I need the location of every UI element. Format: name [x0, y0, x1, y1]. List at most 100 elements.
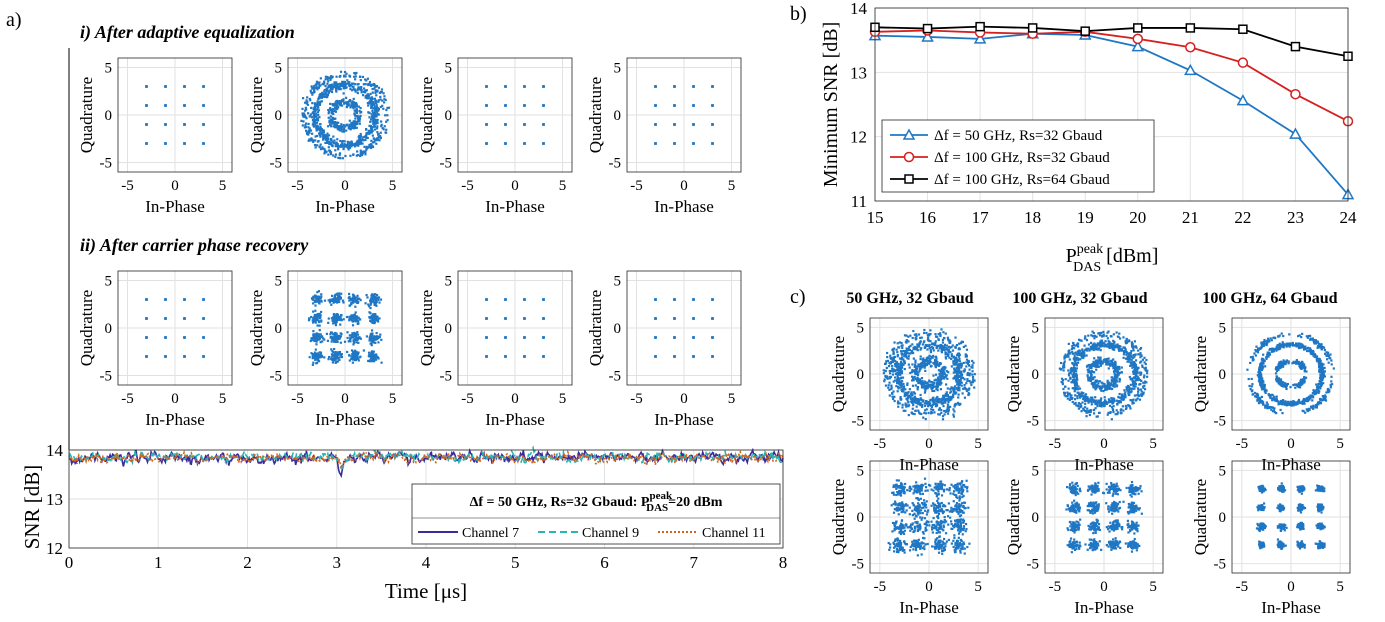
- symbol-sample: [1101, 362, 1104, 365]
- symbol-sample: [954, 369, 957, 372]
- symbol-sample: [315, 295, 318, 299]
- symbol-sample: [1139, 361, 1142, 364]
- symbol-sample: [343, 102, 346, 105]
- symbol-sample: [1286, 382, 1289, 386]
- y-tick-label: 5: [1032, 320, 1040, 336]
- symbol-sample: [1107, 357, 1110, 360]
- symbol-sample: [370, 143, 373, 146]
- symbol-sample: [347, 81, 350, 85]
- symbol-sample: [312, 330, 315, 333]
- symbol-sample: [357, 83, 360, 86]
- symbol-sample: [1108, 386, 1112, 389]
- symbol-sample: [379, 131, 382, 134]
- constellation-points: [1058, 330, 1149, 421]
- symbol-sample: [340, 352, 343, 356]
- symbol-sample: [374, 118, 377, 121]
- symbol-sample: [340, 319, 343, 322]
- symbol-sample: [343, 80, 347, 84]
- symbol-sample: [1112, 342, 1115, 345]
- symbol-sample: [912, 346, 915, 350]
- symbol-sample: [897, 385, 900, 388]
- symbol-sample: [943, 413, 946, 416]
- symbol-sample: [377, 86, 381, 89]
- symbol-sample: [939, 378, 942, 381]
- y-tick-label: -5: [609, 156, 622, 172]
- symbol-sample: [320, 129, 324, 132]
- symbol-sample: [368, 124, 371, 128]
- symbol-sample: [913, 401, 917, 404]
- symbol-sample: [918, 345, 921, 348]
- symbol-sample: [1110, 342, 1113, 346]
- symbol-sample: [338, 350, 342, 354]
- symbol-sample: [1104, 386, 1107, 390]
- symbol-sample: [927, 344, 930, 347]
- symbol-sample: [1115, 331, 1118, 334]
- symbol-sample: [369, 131, 372, 134]
- symbol-point: [654, 317, 657, 320]
- symbol-sample: [331, 102, 334, 106]
- symbol-sample: [1114, 361, 1117, 364]
- symbol-sample: [890, 386, 893, 389]
- symbol-sample: [371, 359, 375, 363]
- symbol-sample: [941, 397, 944, 400]
- y-axis-label: Quadrature: [247, 290, 266, 366]
- symbol-sample: [336, 143, 339, 146]
- symbol-sample: [1109, 382, 1112, 386]
- symbol-point: [654, 355, 657, 358]
- symbol-sample: [304, 101, 307, 104]
- symbol-sample: [1142, 381, 1145, 384]
- symbol-sample: [1096, 415, 1099, 418]
- symbol-sample: [1082, 356, 1085, 360]
- symbol-sample: [351, 333, 354, 336]
- symbol-sample: [1145, 381, 1148, 384]
- symbol-sample: [314, 113, 317, 117]
- symbol-sample: [317, 82, 320, 85]
- symbol-sample: [313, 122, 316, 125]
- symbol-sample: [1260, 358, 1263, 361]
- symbol-sample: [907, 401, 910, 404]
- symbol-sample: [926, 336, 930, 339]
- symbol-sample: [368, 354, 371, 357]
- symbol-sample: [318, 84, 321, 88]
- symbol-sample: [378, 139, 381, 142]
- y-tick-label: -5: [852, 414, 865, 430]
- symbol-sample: [1076, 345, 1080, 348]
- symbol-sample: [326, 96, 329, 99]
- symbol-sample: [305, 108, 308, 111]
- symbol-point: [542, 317, 545, 320]
- symbol-sample: [1125, 353, 1128, 356]
- symbol-sample: [936, 344, 939, 348]
- symbol-sample: [916, 374, 920, 377]
- symbol-sample: [375, 104, 378, 107]
- symbol-sample: [1284, 385, 1287, 389]
- plot-frame: [626, 270, 742, 386]
- symbol-sample: [302, 115, 305, 118]
- symbol-sample: [336, 297, 339, 300]
- symbol-sample: [383, 95, 386, 98]
- symbol-sample: [1270, 408, 1273, 411]
- symbol-sample: [326, 78, 329, 81]
- symbol-sample: [1133, 394, 1137, 397]
- symbol-sample: [370, 342, 373, 345]
- symbol-sample: [312, 87, 315, 90]
- x-tick-label: -5: [1049, 436, 1062, 452]
- symbol-sample: [361, 142, 364, 145]
- symbol-sample: [361, 75, 365, 79]
- symbol-sample: [333, 338, 336, 341]
- symbol-sample: [1260, 379, 1263, 382]
- symbol-sample: [373, 138, 376, 141]
- symbol-sample: [1090, 372, 1093, 375]
- symbol-sample: [923, 366, 926, 369]
- symbol-sample: [1106, 337, 1109, 340]
- symbol-sample: [905, 403, 908, 407]
- symbol-sample: [909, 393, 913, 396]
- symbol-sample: [347, 127, 350, 130]
- symbol-sample: [922, 399, 925, 402]
- symbol-sample: [1087, 398, 1090, 401]
- symbol-sample: [323, 356, 326, 359]
- symbol-sample: [331, 358, 334, 362]
- symbol-sample: [1102, 385, 1105, 388]
- symbol-sample: [916, 345, 919, 348]
- symbol-sample: [339, 323, 342, 326]
